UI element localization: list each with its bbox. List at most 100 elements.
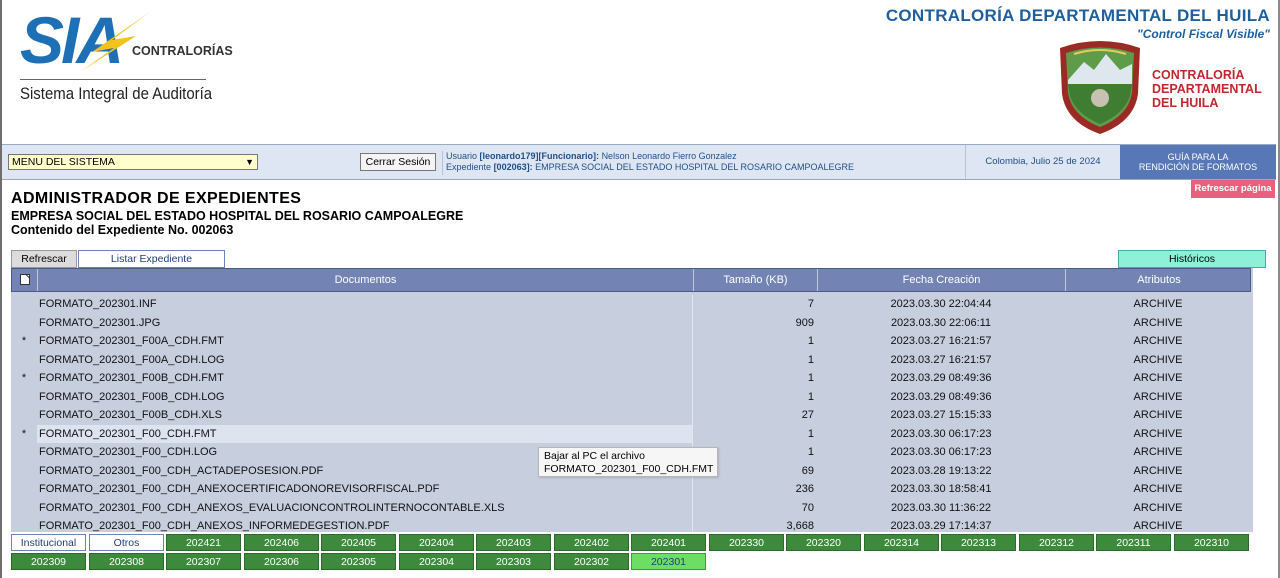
document-attributes: ARCHIVE [1133,409,1183,421]
sia-logo: SIA CONTRALORÍAS Sistema Integral de Aud… [18,3,248,118]
top-bar: MENU DEL SISTEMA ▼ Cerrar Sesión Usuario… [2,144,1276,180]
document-date: 2023.03.30 06:17:23 [890,446,992,458]
document-attributes: ARCHIVE [1133,427,1183,440]
period-tab[interactable]: 202403 [476,534,551,551]
document-link[interactable]: FORMATO_202301_F00B_CDH.FMT [37,369,693,388]
period-tab[interactable]: 202405 [321,534,396,551]
period-tab[interactable]: 202311 [1096,534,1171,551]
document-link[interactable]: FORMATO_202301_F00_CDH_ANEXOS_INFORMEDEG… [37,517,693,532]
period-tab[interactable]: 202406 [244,534,319,551]
period-tab[interactable]: Otros [89,534,164,551]
period-tab[interactable]: 202401 [631,534,706,551]
period-tab[interactable]: 202402 [554,534,629,551]
period-tab[interactable]: 202306 [244,553,319,570]
documents-table: Documentos Tamaño (KB) Fecha Creación At… [11,268,1253,532]
period-tab[interactable]: 202305 [321,553,396,570]
org-name: CONTRALORÍA DEPARTAMENTAL DEL HUILA [885,6,1270,25]
row-mark: * [21,335,27,347]
table-row[interactable]: FORMATO_202301_F00_CDH_ANEXOS_INFORMEDEG… [11,517,1251,532]
document-link[interactable]: FORMATO_202301_F00_CDH_ANEXOCERTIFICADON… [37,480,693,499]
period-tab[interactable]: 202313 [941,534,1016,551]
user-line: Usuario [leonardo179][Funcionario]: Nels… [446,151,737,161]
document-date: 2023.03.30 22:04:44 [890,298,992,310]
table-row[interactable]: FORMATO_202301_F00A_CDH.LOG 1 2023.03.27 1… [11,350,1251,370]
period-tab[interactable]: 202308 [89,553,164,570]
document-link[interactable]: FORMATO_202301_F00B_CDH.XLS [37,406,693,425]
document-link[interactable]: FORMATO_202301.INF [37,295,693,314]
column-attributes[interactable]: Atributos [1137,274,1181,286]
table-row[interactable]: FORMATO_202301_F00_CDH_ANEXOS_EVALUACION… [11,498,1251,518]
period-tab[interactable]: 202314 [864,534,939,551]
logo-main-text: SIA [20,3,124,77]
logout-button[interactable]: Cerrar Sesión [360,153,436,171]
document-date: 2023.03.30 11:36:22 [890,501,992,514]
table-row[interactable]: FORMATO_202301_F00_CDH.LOG 1 2023.03.30 06… [11,443,1251,462]
document-date: 2023.03.28 19:13:22 [890,464,992,477]
document-link[interactable]: FORMATO_202301.JPG [37,313,693,332]
table-row[interactable]: FORMATO_202301_F00_CDH_ANEXOCERTIFICADON… [11,480,1251,499]
period-tab[interactable]: 202404 [399,534,474,551]
document-date: 2023.03.27 16:21:57 [890,353,992,366]
document-size: 1 [807,427,814,440]
period-tab[interactable]: 202320 [786,534,861,551]
table-row[interactable]: * FORMATO_202301_F00B_CDH.FMT 1 2023.03.29 … [11,369,1251,388]
column-created[interactable]: Fecha Creación [818,269,1066,291]
logo-tag: CONTRALORÍAS [132,44,233,58]
table-row[interactable]: FORMATO_202301.INF 7 2023.03.30 22:04:44 AR… [11,295,1251,314]
document-attributes: ARCHIVE [1133,483,1183,495]
period-tab[interactable]: 202421 [166,534,241,551]
download-tooltip: Bajar al PC el archivo FORMATO_202301_F0… [538,447,718,477]
table-row[interactable]: FORMATO_202301.JPG 909 2023.03.30 22:06:11… [11,313,1251,332]
refresh-page-button[interactable]: Refrescar página [1191,180,1275,198]
chevron-down-icon: ▼ [245,157,254,167]
period-tab[interactable]: 202301 [631,553,706,570]
current-date: Colombia, Julio 25 de 2024 [965,145,1120,179]
period-tab[interactable]: 202307 [166,553,241,570]
org-title: CONTRALORÍA DEPARTAMENTAL DEL HUILA "Con… [886,6,1270,41]
document-date: 2023.03.30 22:06:11 [890,316,992,329]
site-header: SIA CONTRALORÍAS Sistema Integral de Aud… [2,0,1278,144]
table-row[interactable]: FORMATO_202301_F00B_CDH.LOG 1 2023.03.29 0… [11,387,1251,406]
document-link[interactable]: FORMATO_202301_F00_CDH.FMT [37,424,693,443]
period-tab[interactable]: Institucional [11,534,86,551]
row-mark [11,499,37,518]
document-size: 1 [807,446,814,458]
period-tab[interactable]: 202310 [1174,534,1249,551]
document-date: 2023.03.29 08:49:36 [890,390,992,403]
document-attributes: ARCHIVE [1133,372,1183,384]
document-link[interactable]: FORMATO_202301_F00A_CDH.FMT [37,332,693,351]
period-tab[interactable]: 202303 [476,553,551,570]
list-expediente-button[interactable]: Listar Expediente [78,250,225,268]
row-mark [11,517,37,532]
period-tab[interactable]: 202312 [1019,534,1094,551]
document-link[interactable]: FORMATO_202301_F00_CDH_ANEXOS_EVALUACION… [37,498,693,517]
document-size: 70 [801,501,814,514]
document-attributes: ARCHIVE [1133,353,1183,366]
period-tab[interactable]: 202302 [554,553,629,570]
document-link[interactable]: FORMATO_202301_F00B_CDH.LOG [37,387,693,406]
table-row[interactable]: * FORMATO_202301_F00A_CDH.FMT 1 2023.03.27 … [11,332,1251,351]
period-tab[interactable]: 202330 [709,534,784,551]
expediente-content-title: Contenido del Expediente No. 002063 [11,223,234,237]
column-size[interactable]: Tamaño (KB) [694,269,818,291]
table-row[interactable]: FORMATO_202301_F00B_CDH.XLS 27 2023.03.27 … [11,406,1251,425]
row-mark [11,351,37,370]
entity-name: EMPRESA SOCIAL DEL ESTADO HOSPITAL DEL R… [11,209,464,223]
table-row[interactable]: * FORMATO_202301_F00_CDH.FMT 1 2023.03.30 0… [11,424,1251,443]
document-attributes: ARCHIVE [1133,316,1183,329]
period-tab[interactable]: 202309 [11,553,86,570]
system-menu-select[interactable]: MENU DEL SISTEMA ▼ [8,154,258,170]
history-button[interactable]: Históricos [1118,250,1266,268]
refresh-button[interactable]: Refrescar [11,250,77,268]
document-date: 2023.03.27 16:21:57 [890,335,992,347]
period-tab[interactable]: 202304 [399,553,474,570]
logo-divider [20,79,206,80]
expediente-line: Expediente [002063]: EMPRESA SOCIAL DEL … [446,162,855,172]
row-mark [11,443,37,462]
document-size: 3,668 [786,520,814,532]
select-all-icon[interactable] [12,269,38,291]
document-link[interactable]: FORMATO_202301_F00A_CDH.LOG [37,350,693,369]
document-attributes: ARCHIVE [1133,464,1183,477]
formats-guide-link[interactable]: GUÍA PARA LA RENDICIÓN DE FORMATOS [1120,145,1276,179]
column-documents[interactable]: Documentos [38,269,694,291]
